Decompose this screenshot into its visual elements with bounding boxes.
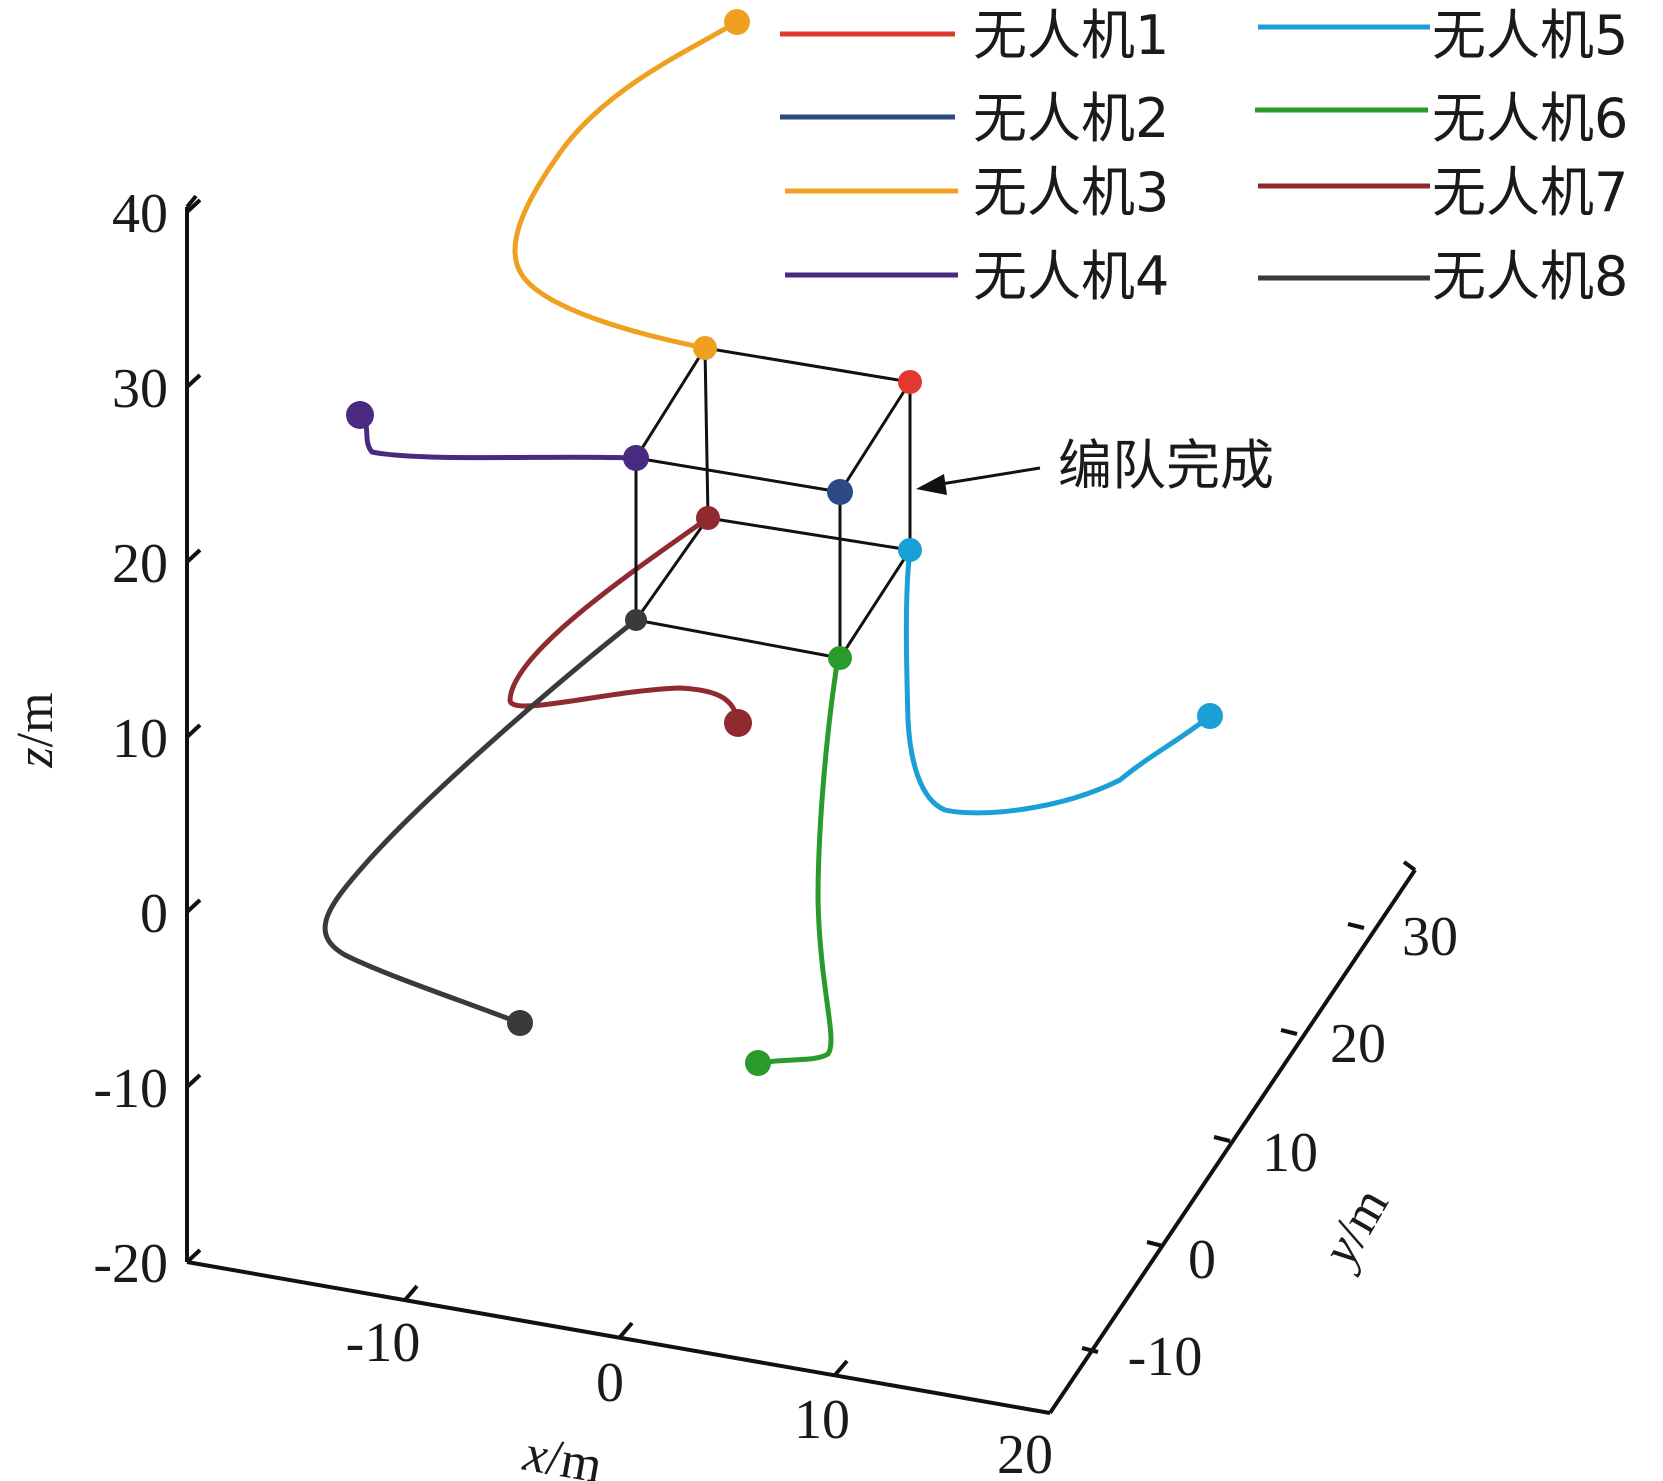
x-tick-label: 10: [794, 1389, 850, 1451]
z-tick-label: 20: [112, 533, 168, 595]
cube-edge: [635, 456, 841, 494]
trajectory-uav6: [755, 655, 841, 1066]
z-axis-label: z/m: [7, 692, 64, 768]
formation-complete-annotation: 编队完成: [916, 434, 1274, 497]
x-tick-label: 20: [997, 1424, 1053, 1481]
uav3-end-marker: [693, 336, 717, 360]
x-tick-mark: [403, 1284, 419, 1302]
y-axis-top-cap: [1402, 860, 1417, 872]
x-tick-mark: [618, 1321, 634, 1339]
axes: [185, 194, 1417, 1415]
trajectory-uav4: [357, 412, 635, 461]
trajectories: [322, 19, 1213, 1066]
x-tick-label: 0: [596, 1352, 624, 1414]
z-tick-label: 0: [140, 883, 168, 945]
uav1-end-marker: [898, 370, 922, 394]
uav5-end-marker: [898, 538, 922, 562]
legend-label-uav2: 无人机2: [973, 87, 1169, 150]
legend-label-uav8: 无人机8: [1432, 245, 1628, 308]
y-tick-mark: [1146, 1240, 1164, 1248]
legend: 无人机1 无人机2 无人机3 无人机4 无人机5 无人机6 无人机7 无人机8: [780, 4, 1628, 308]
legend-label-uav6: 无人机6: [1432, 87, 1628, 150]
y-axis-line: [1048, 868, 1417, 1415]
legend-label-uav1: 无人机1: [973, 4, 1169, 67]
y-tick-mark: [1213, 1135, 1231, 1143]
uav6-end-marker: [828, 646, 852, 670]
legend-label-uav4: 无人机4: [973, 245, 1169, 308]
cube-edge: [634, 517, 710, 621]
y-tick-mark: [1081, 1346, 1099, 1354]
z-tick-mark: [185, 548, 202, 564]
z-axis-top-cap: [185, 194, 198, 209]
cube-edge: [704, 346, 911, 384]
x-tick-label: -10: [346, 1312, 421, 1374]
z-tick-mark: [185, 198, 202, 214]
legend-label-uav7: 无人机7: [1432, 161, 1628, 224]
annotation-label: 编队完成: [1058, 434, 1274, 497]
uav4-start-marker: [346, 401, 374, 429]
trajectory-uav8: [322, 617, 639, 1026]
z-tick-label: -10: [93, 1058, 168, 1120]
uav4-end-marker: [623, 445, 649, 471]
z-tick-mark: [185, 723, 202, 739]
z-tick-label: 30: [112, 358, 168, 420]
z-tick-mark: [185, 898, 202, 914]
uav2-end-marker: [827, 479, 853, 505]
y-tick-label: 20: [1330, 1013, 1386, 1075]
formation-cube: [634, 346, 912, 660]
legend-label-uav3: 无人机3: [973, 161, 1169, 224]
z-tick-label: 40: [112, 183, 168, 245]
annotation-arrowhead: [916, 474, 947, 495]
x-axis-line: [186, 1260, 1051, 1415]
y-tick-mark: [1280, 1028, 1298, 1036]
z-tick-mark: [185, 373, 202, 389]
y-axis-label: y/m: [1309, 1179, 1400, 1279]
y-tick-label: 10: [1262, 1122, 1318, 1184]
z-tick-mark: [185, 1248, 202, 1264]
trajectory-uav3: [512, 19, 740, 351]
uav6-start-marker: [745, 1050, 771, 1076]
y-ticks: -10 0 10 20 30 y/m: [1081, 906, 1458, 1388]
y-tick-label: 30: [1402, 906, 1458, 968]
legend-label-uav5: 无人机5: [1432, 4, 1628, 67]
cube-edge: [838, 549, 912, 659]
cube-edge: [634, 347, 707, 459]
x-axis-label: x/m: [519, 1425, 607, 1481]
z-tick-label: -20: [93, 1233, 168, 1295]
z-tick-label: 10: [112, 708, 168, 770]
annotation-arrow-shaft: [934, 466, 1041, 487]
cube-edge: [703, 347, 710, 519]
x-ticks: -10 0 10 20 x/m: [346, 1284, 1053, 1481]
uav8-start-marker: [507, 1010, 533, 1036]
y-tick-label: 0: [1188, 1229, 1216, 1291]
cube-edge: [838, 381, 912, 493]
cube-edge: [635, 618, 841, 660]
y-tick-mark: [1347, 922, 1365, 930]
trajectory-uav5: [903, 547, 1213, 816]
x-tick-mark: [833, 1359, 849, 1377]
uav3-start-marker: [724, 9, 750, 35]
uav7-start-marker: [724, 709, 752, 737]
z-tick-mark: [185, 1073, 202, 1089]
trajectory-uav7: [507, 515, 741, 726]
markers: [346, 9, 1223, 1076]
cube-edge: [707, 516, 911, 552]
y-tick-label: -10: [1128, 1326, 1203, 1388]
z-ticks: -20 -10 0 10 20 30 40: [93, 183, 202, 1295]
uav5-start-marker: [1197, 703, 1223, 729]
uav7-end-marker: [696, 506, 720, 530]
uav8-end-marker: [625, 609, 647, 631]
